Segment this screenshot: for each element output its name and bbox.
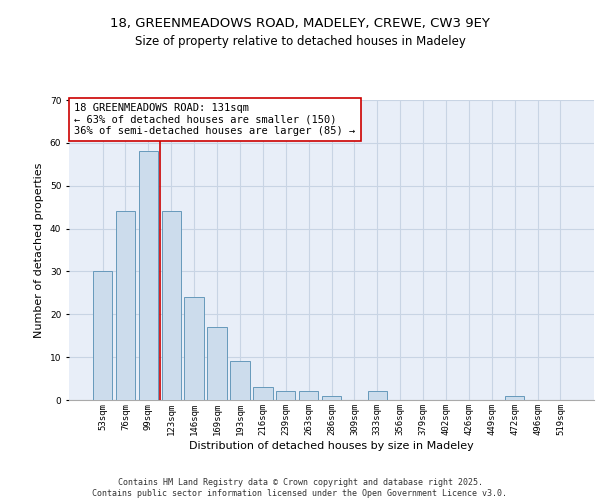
Bar	[230, 362, 250, 400]
Bar	[368, 392, 387, 400]
Bar	[139, 152, 158, 400]
Bar	[253, 387, 272, 400]
Bar	[93, 272, 112, 400]
Bar	[184, 297, 204, 400]
Y-axis label: Number of detached properties: Number of detached properties	[34, 162, 44, 338]
Text: 18, GREENMEADOWS ROAD, MADELEY, CREWE, CW3 9EY: 18, GREENMEADOWS ROAD, MADELEY, CREWE, C…	[110, 18, 490, 30]
Bar	[505, 396, 524, 400]
Bar	[116, 212, 135, 400]
Bar	[276, 392, 295, 400]
Text: Size of property relative to detached houses in Madeley: Size of property relative to detached ho…	[134, 35, 466, 48]
Text: 18 GREENMEADOWS ROAD: 131sqm
← 63% of detached houses are smaller (150)
36% of s: 18 GREENMEADOWS ROAD: 131sqm ← 63% of de…	[74, 103, 355, 136]
Bar	[322, 396, 341, 400]
Bar	[161, 212, 181, 400]
Text: Contains HM Land Registry data © Crown copyright and database right 2025.
Contai: Contains HM Land Registry data © Crown c…	[92, 478, 508, 498]
Bar	[208, 327, 227, 400]
Bar	[299, 392, 319, 400]
X-axis label: Distribution of detached houses by size in Madeley: Distribution of detached houses by size …	[189, 440, 474, 450]
